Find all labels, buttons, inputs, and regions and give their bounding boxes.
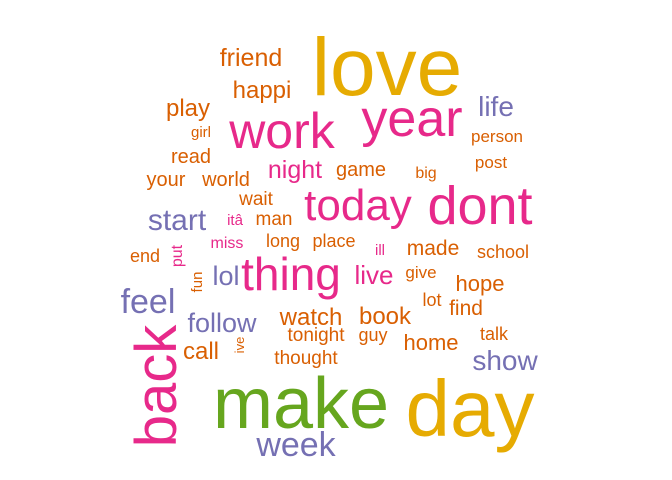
word-ive: ive [232, 337, 247, 354]
word-dont: dont [427, 176, 532, 236]
word-night: night [268, 156, 322, 184]
word-your: your [147, 169, 186, 191]
word-play: play [166, 95, 210, 122]
word-miss: miss [211, 235, 244, 252]
word-make: make [213, 364, 389, 444]
word-back: back [124, 324, 189, 448]
word-thought: thought [274, 348, 338, 369]
word-fun: fun [189, 272, 206, 293]
word-read: read [171, 146, 211, 168]
word-lol: lol [212, 261, 239, 291]
word-talk: talk [480, 324, 509, 344]
word-game: game [336, 159, 386, 181]
word-follow: follow [187, 308, 257, 338]
word-live: live [354, 260, 393, 290]
word-week: week [255, 426, 336, 464]
word-show: show [472, 345, 538, 376]
word-happi: happi [233, 77, 292, 104]
word-big: big [415, 165, 436, 182]
word-find: find [449, 297, 483, 320]
word-put: put [169, 244, 186, 267]
word-girl: girl [191, 124, 211, 141]
word-end: end [130, 246, 160, 266]
word-world: world [201, 169, 250, 191]
word-it: itâ [227, 212, 244, 229]
word-today: today [304, 181, 412, 230]
word-work: work [228, 103, 336, 159]
word-day: day [406, 364, 535, 453]
word-long: long [266, 231, 300, 251]
word-wait: wait [238, 189, 274, 210]
word-hope: hope [456, 271, 505, 296]
word-thing: thing [241, 248, 341, 300]
word-post: post [475, 153, 507, 172]
word-place: place [312, 231, 355, 251]
word-tonight: tonight [287, 325, 345, 346]
word-home: home [403, 330, 458, 355]
word-ill: ill [375, 242, 385, 259]
word-guy: guy [358, 325, 387, 345]
word-feel: feel [121, 283, 176, 321]
word-watch: watch [279, 304, 343, 331]
word-person: person [471, 127, 523, 146]
word-call: call [183, 338, 219, 365]
word-start: start [148, 204, 207, 237]
word-made: made [407, 237, 460, 260]
word-lot: lot [422, 290, 441, 310]
word-friend: friend [220, 44, 283, 72]
word-love: love [312, 22, 462, 113]
word-school: school [477, 242, 529, 262]
word-man: man [256, 209, 293, 230]
word-give: give [405, 263, 436, 282]
word-life: life [478, 91, 514, 122]
word-year: year [361, 90, 462, 148]
word-book: book [359, 303, 412, 330]
